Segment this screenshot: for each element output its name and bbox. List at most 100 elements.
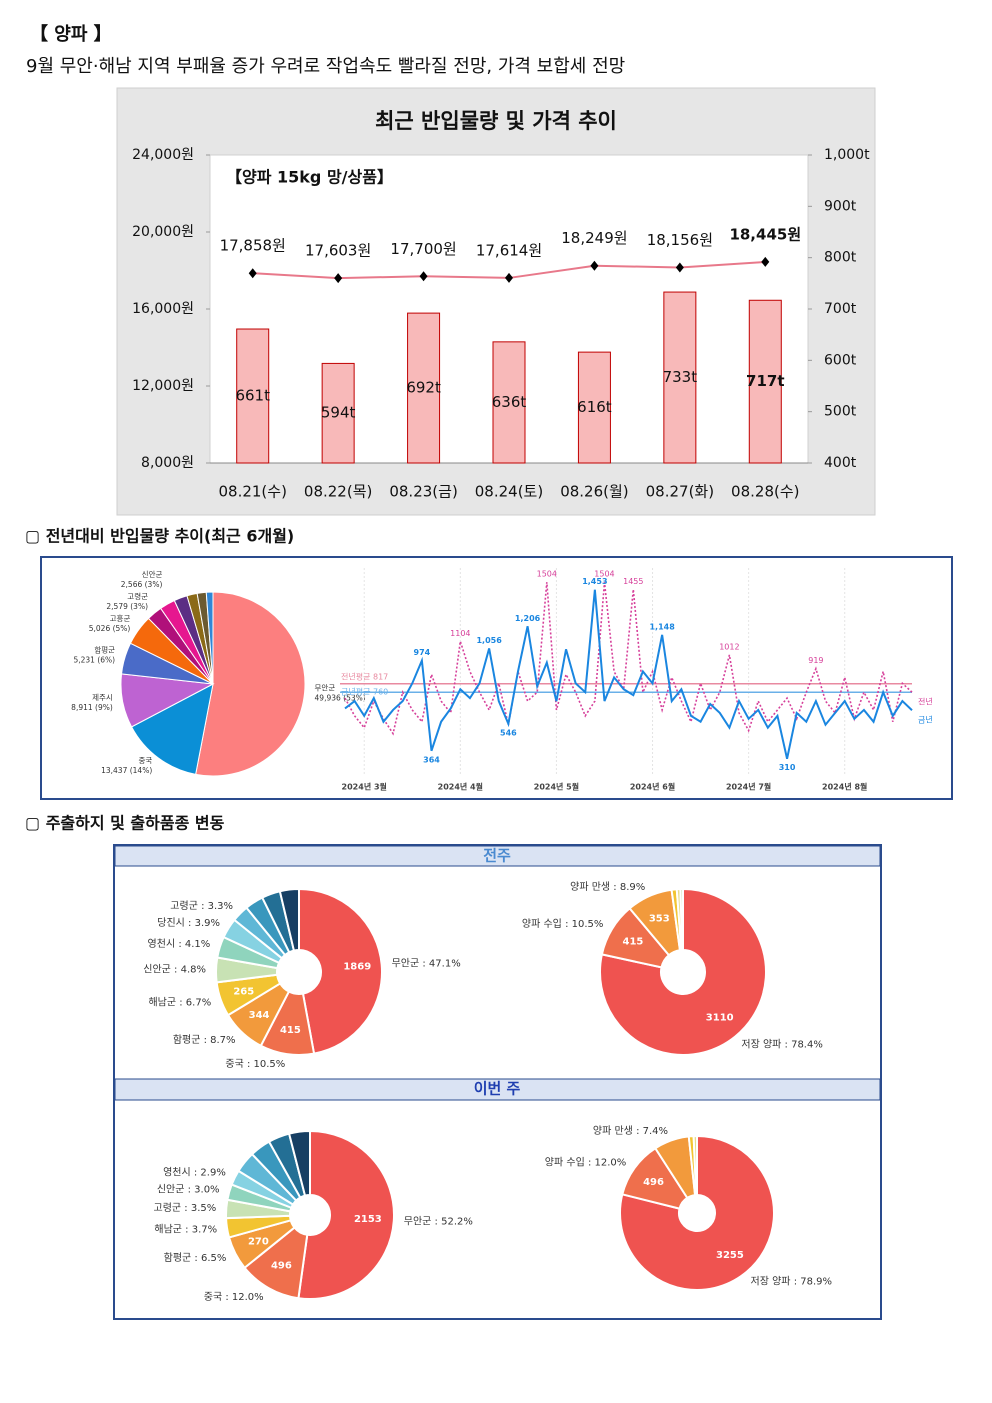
point-label: 546: [500, 728, 517, 737]
slice-label: 영천시 : 2.9%: [163, 1166, 226, 1178]
point-label: 1,206: [515, 614, 541, 623]
slice: [298, 887, 383, 1055]
x-tick-label: 2024년 3월: [342, 782, 387, 792]
legend-label: 금년: [918, 715, 933, 725]
slice-count: 265: [233, 986, 254, 997]
point-label: 1455: [623, 577, 643, 586]
point-label: 919: [808, 656, 823, 665]
bar: [577, 351, 611, 464]
x-tick-label: 2024년 8월: [822, 782, 867, 792]
slice-label: 함평군 : 8.7%: [173, 1034, 236, 1046]
slice-count: 270: [248, 1236, 269, 1247]
series-line: [344, 589, 913, 759]
price-label: 18,445원: [729, 225, 801, 243]
slice: [297, 1129, 395, 1300]
x-tick-label: 08.27(화): [646, 483, 714, 501]
slice: [679, 887, 684, 952]
average-label: 금년평균 760: [341, 687, 388, 697]
slice-label: 영천시 : 4.1%: [148, 938, 211, 950]
slice-label: 당진시 : 3.9%: [157, 917, 220, 929]
price-point: [761, 256, 770, 267]
page-title: 【 양파 】: [30, 24, 112, 45]
slice-label: 제주시: [92, 693, 113, 702]
panel-header: [114, 1078, 881, 1101]
bar-label: 636t: [492, 393, 527, 411]
slice-label: 양파 만생 : 7.4%: [593, 1125, 668, 1137]
slice-value: 2,579 (3%): [106, 602, 148, 611]
price-point: [248, 268, 257, 279]
slice-label: 중국: [138, 756, 152, 765]
slice-label: 해남군 : 3.7%: [154, 1222, 217, 1235]
y2-tick-label: 900t: [824, 198, 857, 214]
slice-label: 무안군 : 52.2%: [404, 1215, 473, 1227]
bar: [492, 341, 526, 464]
slice-label: 신안군 : 4.8%: [143, 964, 206, 976]
point-label: 364: [423, 755, 440, 764]
section-heading: ▢ 전년대비 반입물량 추이(최근 6개월): [25, 527, 294, 546]
price-label: 17,700원: [390, 240, 456, 258]
point-label: 1104: [450, 629, 470, 638]
price-point: [334, 273, 343, 284]
y2-tick-label: 800t: [824, 250, 857, 266]
bar-label: 661t: [235, 387, 270, 405]
slice-count: 496: [643, 1177, 664, 1188]
bar: [663, 291, 697, 464]
point-label: 310: [779, 763, 796, 772]
price-point: [590, 260, 599, 271]
series-line: [344, 582, 913, 736]
x-tick-label: 08.26(월): [560, 483, 628, 501]
slice-value: 2,566 (3%): [121, 580, 163, 589]
x-tick-label: 08.21(수): [218, 483, 286, 501]
slice-count: 3110: [706, 1013, 734, 1024]
slice-value: 8,911 (9%): [71, 703, 113, 712]
slice-label: 무안군: [315, 683, 336, 693]
slice-label: 고흥군: [110, 613, 131, 623]
price-label: 17,858원: [220, 237, 286, 255]
y2-tick-label: 400t: [824, 455, 857, 471]
y-tick-label: 16,000원: [132, 301, 194, 317]
price-label: 17,614원: [476, 241, 542, 259]
slice-count: 496: [271, 1260, 292, 1271]
subtitle: 9월 무안·해남 지역 부패율 증가 우려로 작업속도 빨라질 전망, 가격 보…: [26, 56, 625, 77]
bar-label: 616t: [577, 398, 612, 416]
panel-title: 전주: [483, 847, 511, 865]
bar-label: 733t: [663, 368, 698, 386]
price-point: [505, 272, 513, 283]
slice: [205, 591, 214, 685]
slice-label: 양파 수입 : 10.5%: [522, 917, 603, 930]
slice-label: 함평군 : 6.5%: [164, 1252, 227, 1264]
y-tick-label: 20,000원: [132, 224, 194, 240]
slice-label: 함평군: [94, 644, 115, 654]
panel-title: 이번 주: [474, 1080, 521, 1098]
x-tick-label: 08.24(토): [475, 483, 543, 501]
y2-tick-label: 600t: [824, 352, 857, 368]
legend-label: 전년: [918, 696, 933, 706]
x-tick-label: 08.22(목): [304, 483, 372, 501]
price-label: 17,603원: [305, 242, 371, 260]
slice: [287, 1129, 311, 1197]
point-label: 1,453: [582, 577, 607, 586]
bar: [407, 312, 441, 464]
slice-value: 5,026 (5%): [89, 624, 131, 633]
point-label: 974: [414, 648, 431, 657]
x-tick-label: 08.28(수): [731, 483, 799, 501]
slice-label: 무안군 : 47.1%: [392, 958, 461, 970]
point-label: 1504: [594, 570, 614, 579]
x-tick-label: 08.23(금): [389, 483, 457, 501]
slice-value: 5,231 (6%): [73, 655, 115, 664]
panel-header: [114, 845, 881, 867]
y2-tick-label: 700t: [824, 301, 857, 317]
slice: [195, 591, 306, 777]
price-point: [675, 262, 684, 273]
y-tick-label: 12,000원: [132, 378, 194, 394]
bar-label: 717t: [746, 372, 784, 390]
slice-label: 저장 양파 : 78.4%: [741, 1038, 822, 1050]
price-label: 18,156원: [647, 231, 713, 249]
chart-title: 최근 반입물량 및 가격 추이: [375, 109, 617, 133]
average-label: 전년평균 817: [341, 671, 388, 681]
slice-count: 1869: [343, 962, 371, 973]
slice-label: 해남군 : 6.7%: [148, 996, 211, 1009]
slice: [619, 1134, 775, 1291]
point-label: 1504: [537, 570, 557, 579]
